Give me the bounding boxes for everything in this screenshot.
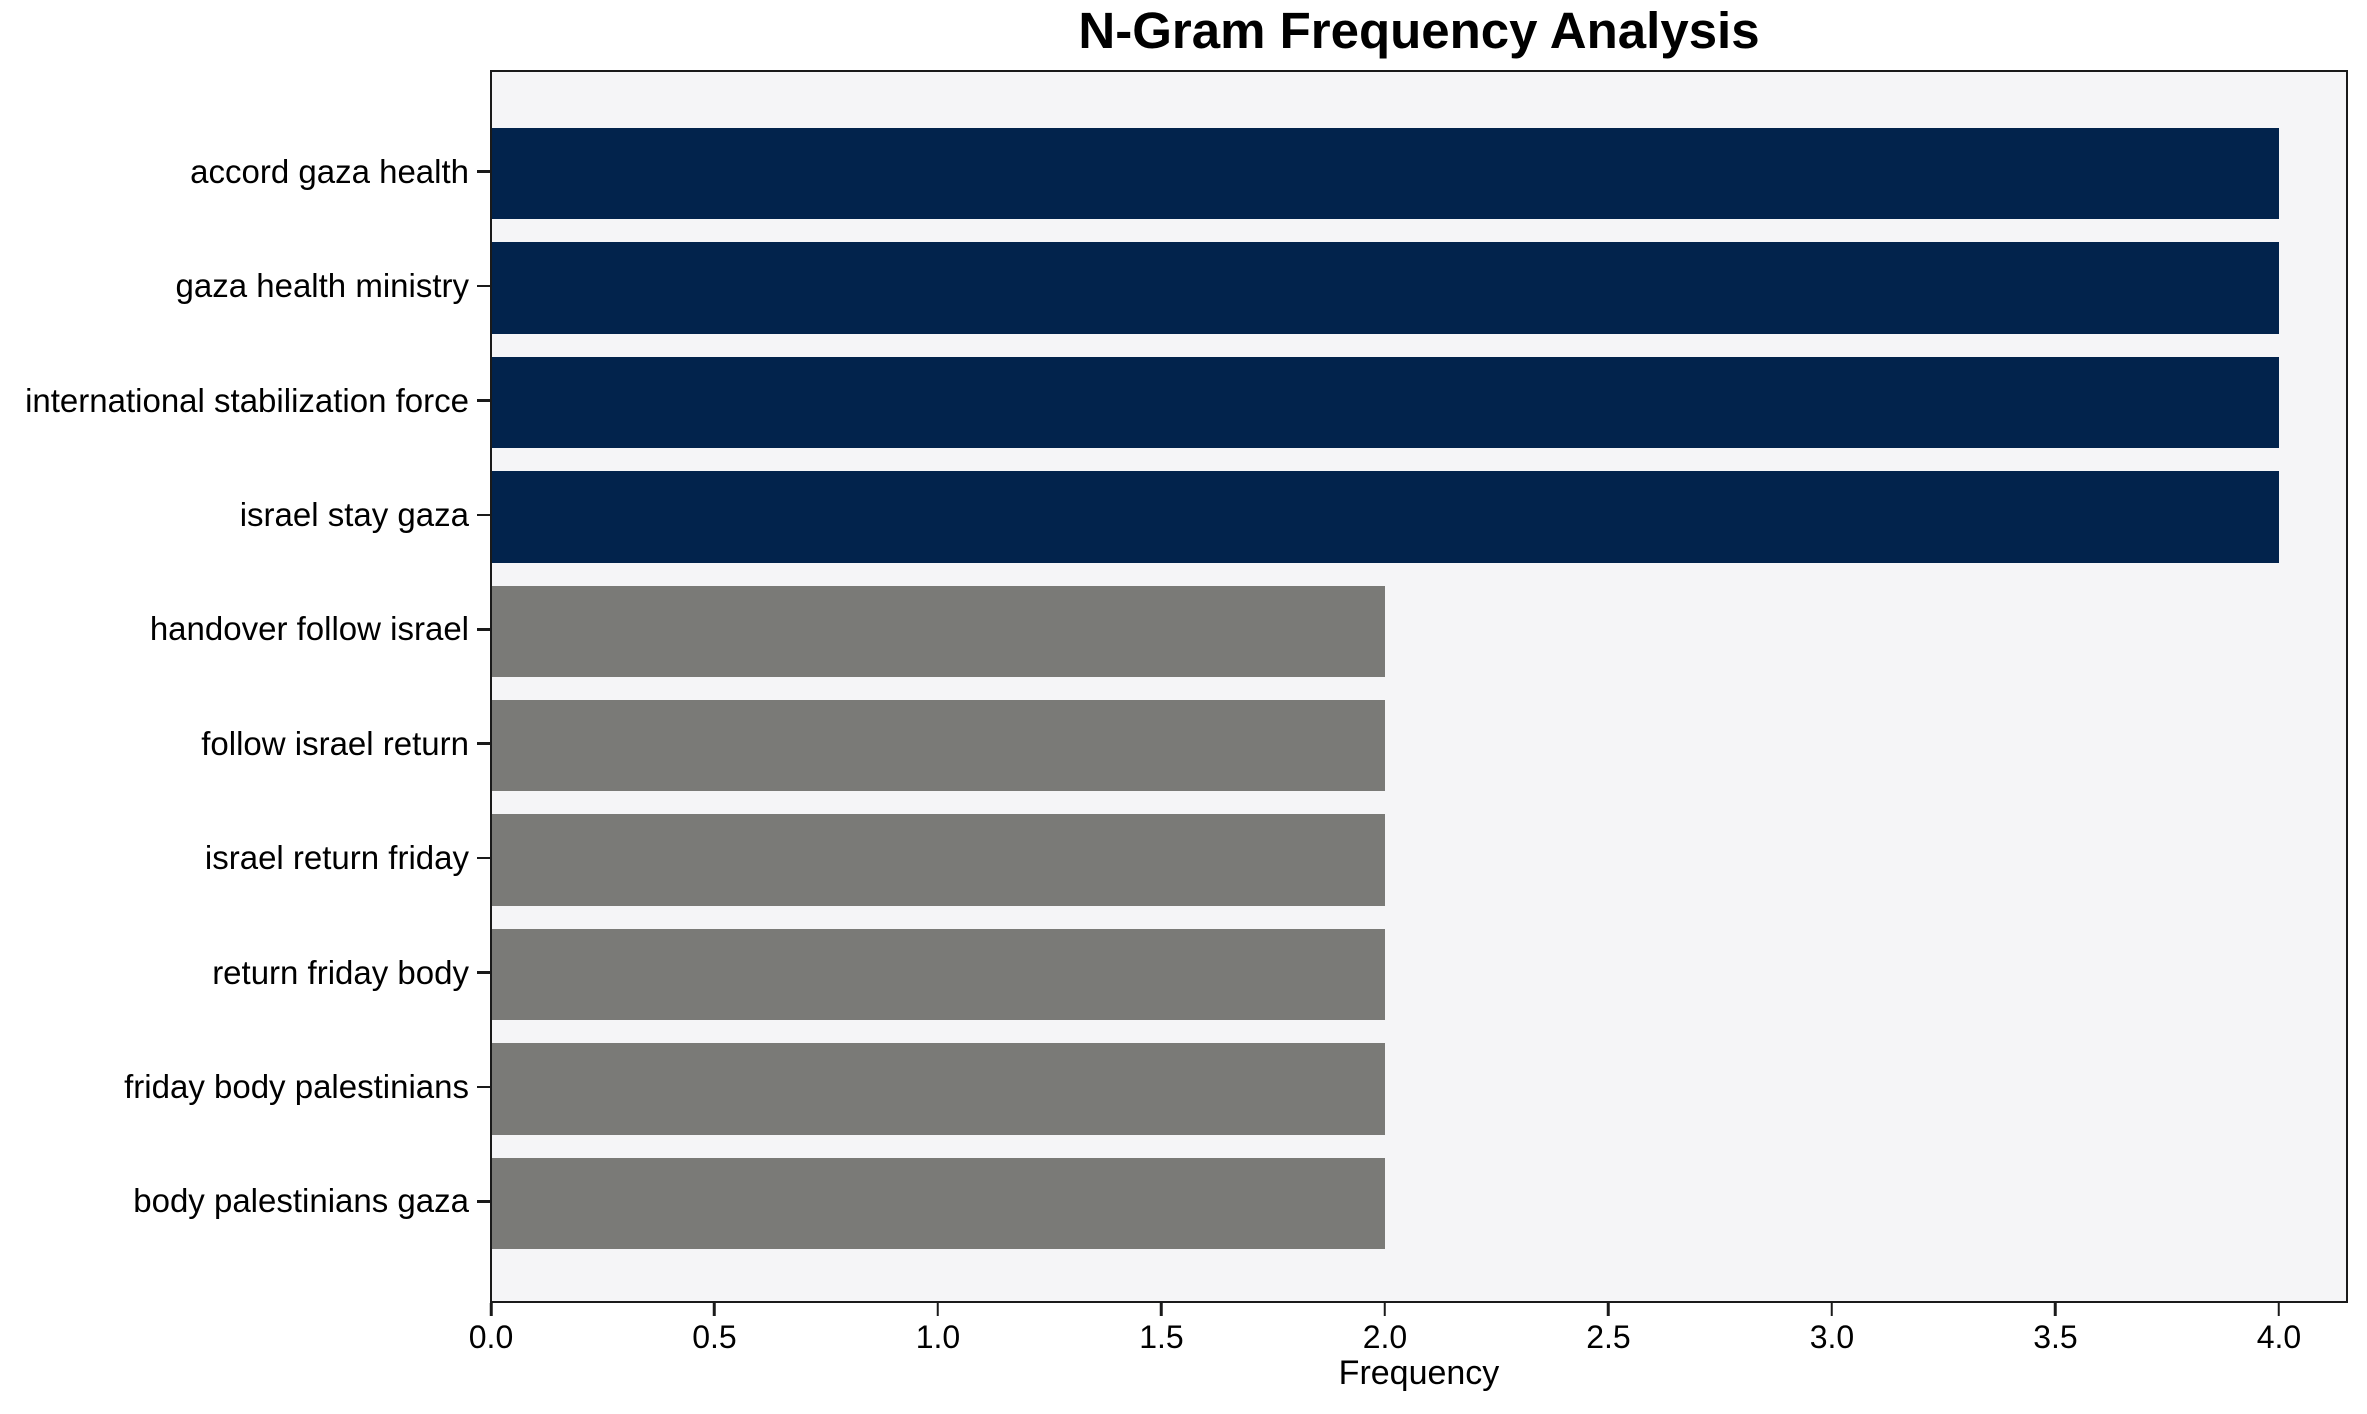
- x-axis: 0.0 0.5 1.0 1.5 2.0 2.5 3.0 3.5 4.0: [469, 1303, 2346, 1403]
- x-tick-label: 3.0: [1809, 1319, 1855, 1355]
- bar-international-stabilization-force: [492, 356, 2279, 449]
- bar-row: [492, 117, 2346, 231]
- y-tick-mark: [477, 742, 490, 745]
- y-tick-mark: [477, 1085, 490, 1089]
- x-tick-mark: [1160, 1303, 1163, 1316]
- x-tick-mark: [1383, 1303, 1387, 1316]
- x-tick-mark: [489, 1303, 493, 1316]
- y-axis-labels: accord gaza health gaza health ministry in…: [0, 115, 490, 1259]
- y-label-row: body palestinians gaza: [0, 1144, 490, 1258]
- x-axis-title: Frequency: [1338, 1354, 1500, 1392]
- bar-israel-return-friday: [492, 814, 1386, 906]
- x-tick-mark: [1607, 1303, 1610, 1316]
- x-tick-mark: [713, 1303, 716, 1316]
- bar-accord-gaza-health: [492, 127, 2279, 220]
- y-tick-mark: [477, 1200, 490, 1203]
- x-tick-label: 4.0: [2256, 1319, 2302, 1355]
- x-tick-label: 3.5: [2033, 1319, 2078, 1355]
- y-label-row: handover follow israel: [0, 572, 490, 686]
- y-tick-mark: [477, 170, 490, 173]
- x-tick-mark: [2054, 1303, 2057, 1316]
- bar-row: [492, 689, 2346, 803]
- y-tick-label: israel stay gaza: [239, 495, 469, 533]
- x-tick-label: 0.5: [692, 1319, 737, 1355]
- y-tick-label: international stabilization force: [25, 381, 469, 419]
- y-tick-mark: [477, 284, 490, 288]
- bar-row: [492, 1032, 2346, 1146]
- bar-row: [492, 574, 2346, 688]
- y-tick-label: follow israel return: [201, 724, 469, 762]
- y-tick-label: accord gaza health: [190, 152, 469, 190]
- plot-area: [490, 70, 2348, 1303]
- x-tick-mark: [2277, 1303, 2281, 1316]
- y-label-row: friday body palestinians: [0, 1030, 490, 1144]
- bar-israel-stay-gaza: [492, 471, 2279, 563]
- y-tick-mark: [477, 628, 490, 631]
- y-tick-mark: [477, 971, 490, 974]
- y-tick-mark: [477, 856, 490, 860]
- bars: [492, 117, 2346, 1261]
- y-label-row: israel return friday: [0, 801, 490, 915]
- bar-row: [492, 1146, 2346, 1260]
- y-tick-label: return friday body: [212, 953, 469, 991]
- y-tick-label: israel return friday: [204, 839, 469, 877]
- x-tick-mark: [1830, 1303, 1834, 1316]
- bar-gaza-health-ministry: [492, 242, 2279, 334]
- y-label-row: return friday body: [0, 915, 490, 1029]
- x-tick-label: 1.5: [1139, 1319, 1184, 1355]
- y-label-row: accord gaza health: [0, 115, 490, 229]
- x-tick-label: 1.0: [915, 1319, 961, 1355]
- x-tick-mark: [936, 1303, 940, 1316]
- x-tick-label: 2.0: [1362, 1319, 1408, 1355]
- y-tick-label: body palestinians gaza: [133, 1182, 469, 1220]
- y-tick-label: friday body palestinians: [124, 1067, 469, 1105]
- y-tick-label: handover follow israel: [149, 610, 469, 648]
- y-tick-mark: [477, 513, 490, 517]
- y-label-row: international stabilization force: [0, 343, 490, 457]
- bar-row: [492, 460, 2346, 574]
- bar-row: [492, 231, 2346, 345]
- y-label-row: follow israel return: [0, 687, 490, 801]
- x-tick-label: 2.5: [1586, 1319, 1631, 1355]
- bar-row: [492, 345, 2346, 459]
- y-label-row: gaza health ministry: [0, 229, 490, 343]
- bar-friday-body-palestinians: [492, 1043, 1386, 1135]
- y-tick-label: gaza health ministry: [175, 267, 469, 305]
- x-tick-label: 0.0: [468, 1319, 514, 1355]
- bar-body-palestinians-gaza: [492, 1157, 1386, 1250]
- y-tick-mark: [477, 399, 490, 402]
- bar-handover-follow-israel: [492, 585, 1386, 678]
- bar-row: [492, 917, 2346, 1031]
- bar-return-friday-body: [492, 928, 1386, 1021]
- y-label-row: israel stay gaza: [0, 458, 490, 572]
- chart-title: N-Gram Frequency Analysis: [1078, 2, 1760, 59]
- bar-row: [492, 803, 2346, 917]
- bar-follow-israel-return: [492, 699, 1386, 792]
